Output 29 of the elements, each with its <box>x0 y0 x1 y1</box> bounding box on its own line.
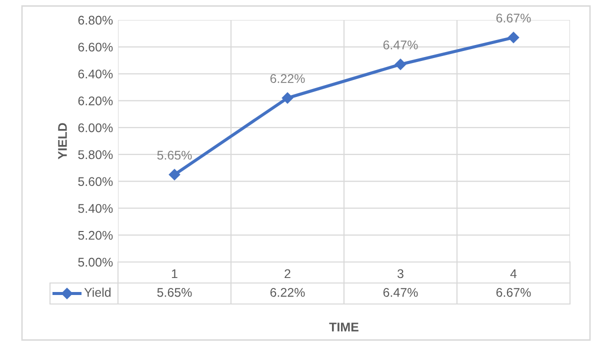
point <box>282 92 294 104</box>
data-label: 6.47% <box>383 288 418 297</box>
y-tick-label: 5.80% <box>78 150 113 160</box>
y-tick-label: 5.60% <box>78 177 113 186</box>
y-tick-label: 5.00% <box>78 258 113 267</box>
point <box>508 32 520 44</box>
data-label: 6.67% <box>496 288 531 297</box>
point <box>168 169 180 180</box>
x-tick-label: 2 <box>284 269 290 278</box>
x-tick-label: 1 <box>172 269 178 278</box>
x-tick-label: 4 <box>510 269 517 278</box>
y-axis-title: YIELD <box>58 123 67 160</box>
y-tick-label: 6.00% <box>78 123 113 132</box>
y-tick-label: 5.20% <box>78 230 113 240</box>
y-tick-label: 6.80% <box>78 16 113 25</box>
y-tick-label: 6.60% <box>78 42 113 52</box>
x-axis-title: TIME <box>329 322 358 332</box>
data-label: 5.65% <box>157 288 192 297</box>
x-tick-label: 3 <box>398 269 404 278</box>
data-label: 6.22% <box>270 288 305 297</box>
y-tick-label: 6.40% <box>78 70 113 78</box>
y-tick-label: 6.20% <box>78 96 113 106</box>
text: 5.65% <box>157 150 192 160</box>
text: 6.67% <box>496 14 531 23</box>
text: 6.22% <box>270 74 305 84</box>
legend-label: Yield <box>84 288 111 297</box>
y-tick-label: 5.40% <box>78 204 113 213</box>
text: 6.47% <box>383 40 418 50</box>
point <box>394 58 406 70</box>
